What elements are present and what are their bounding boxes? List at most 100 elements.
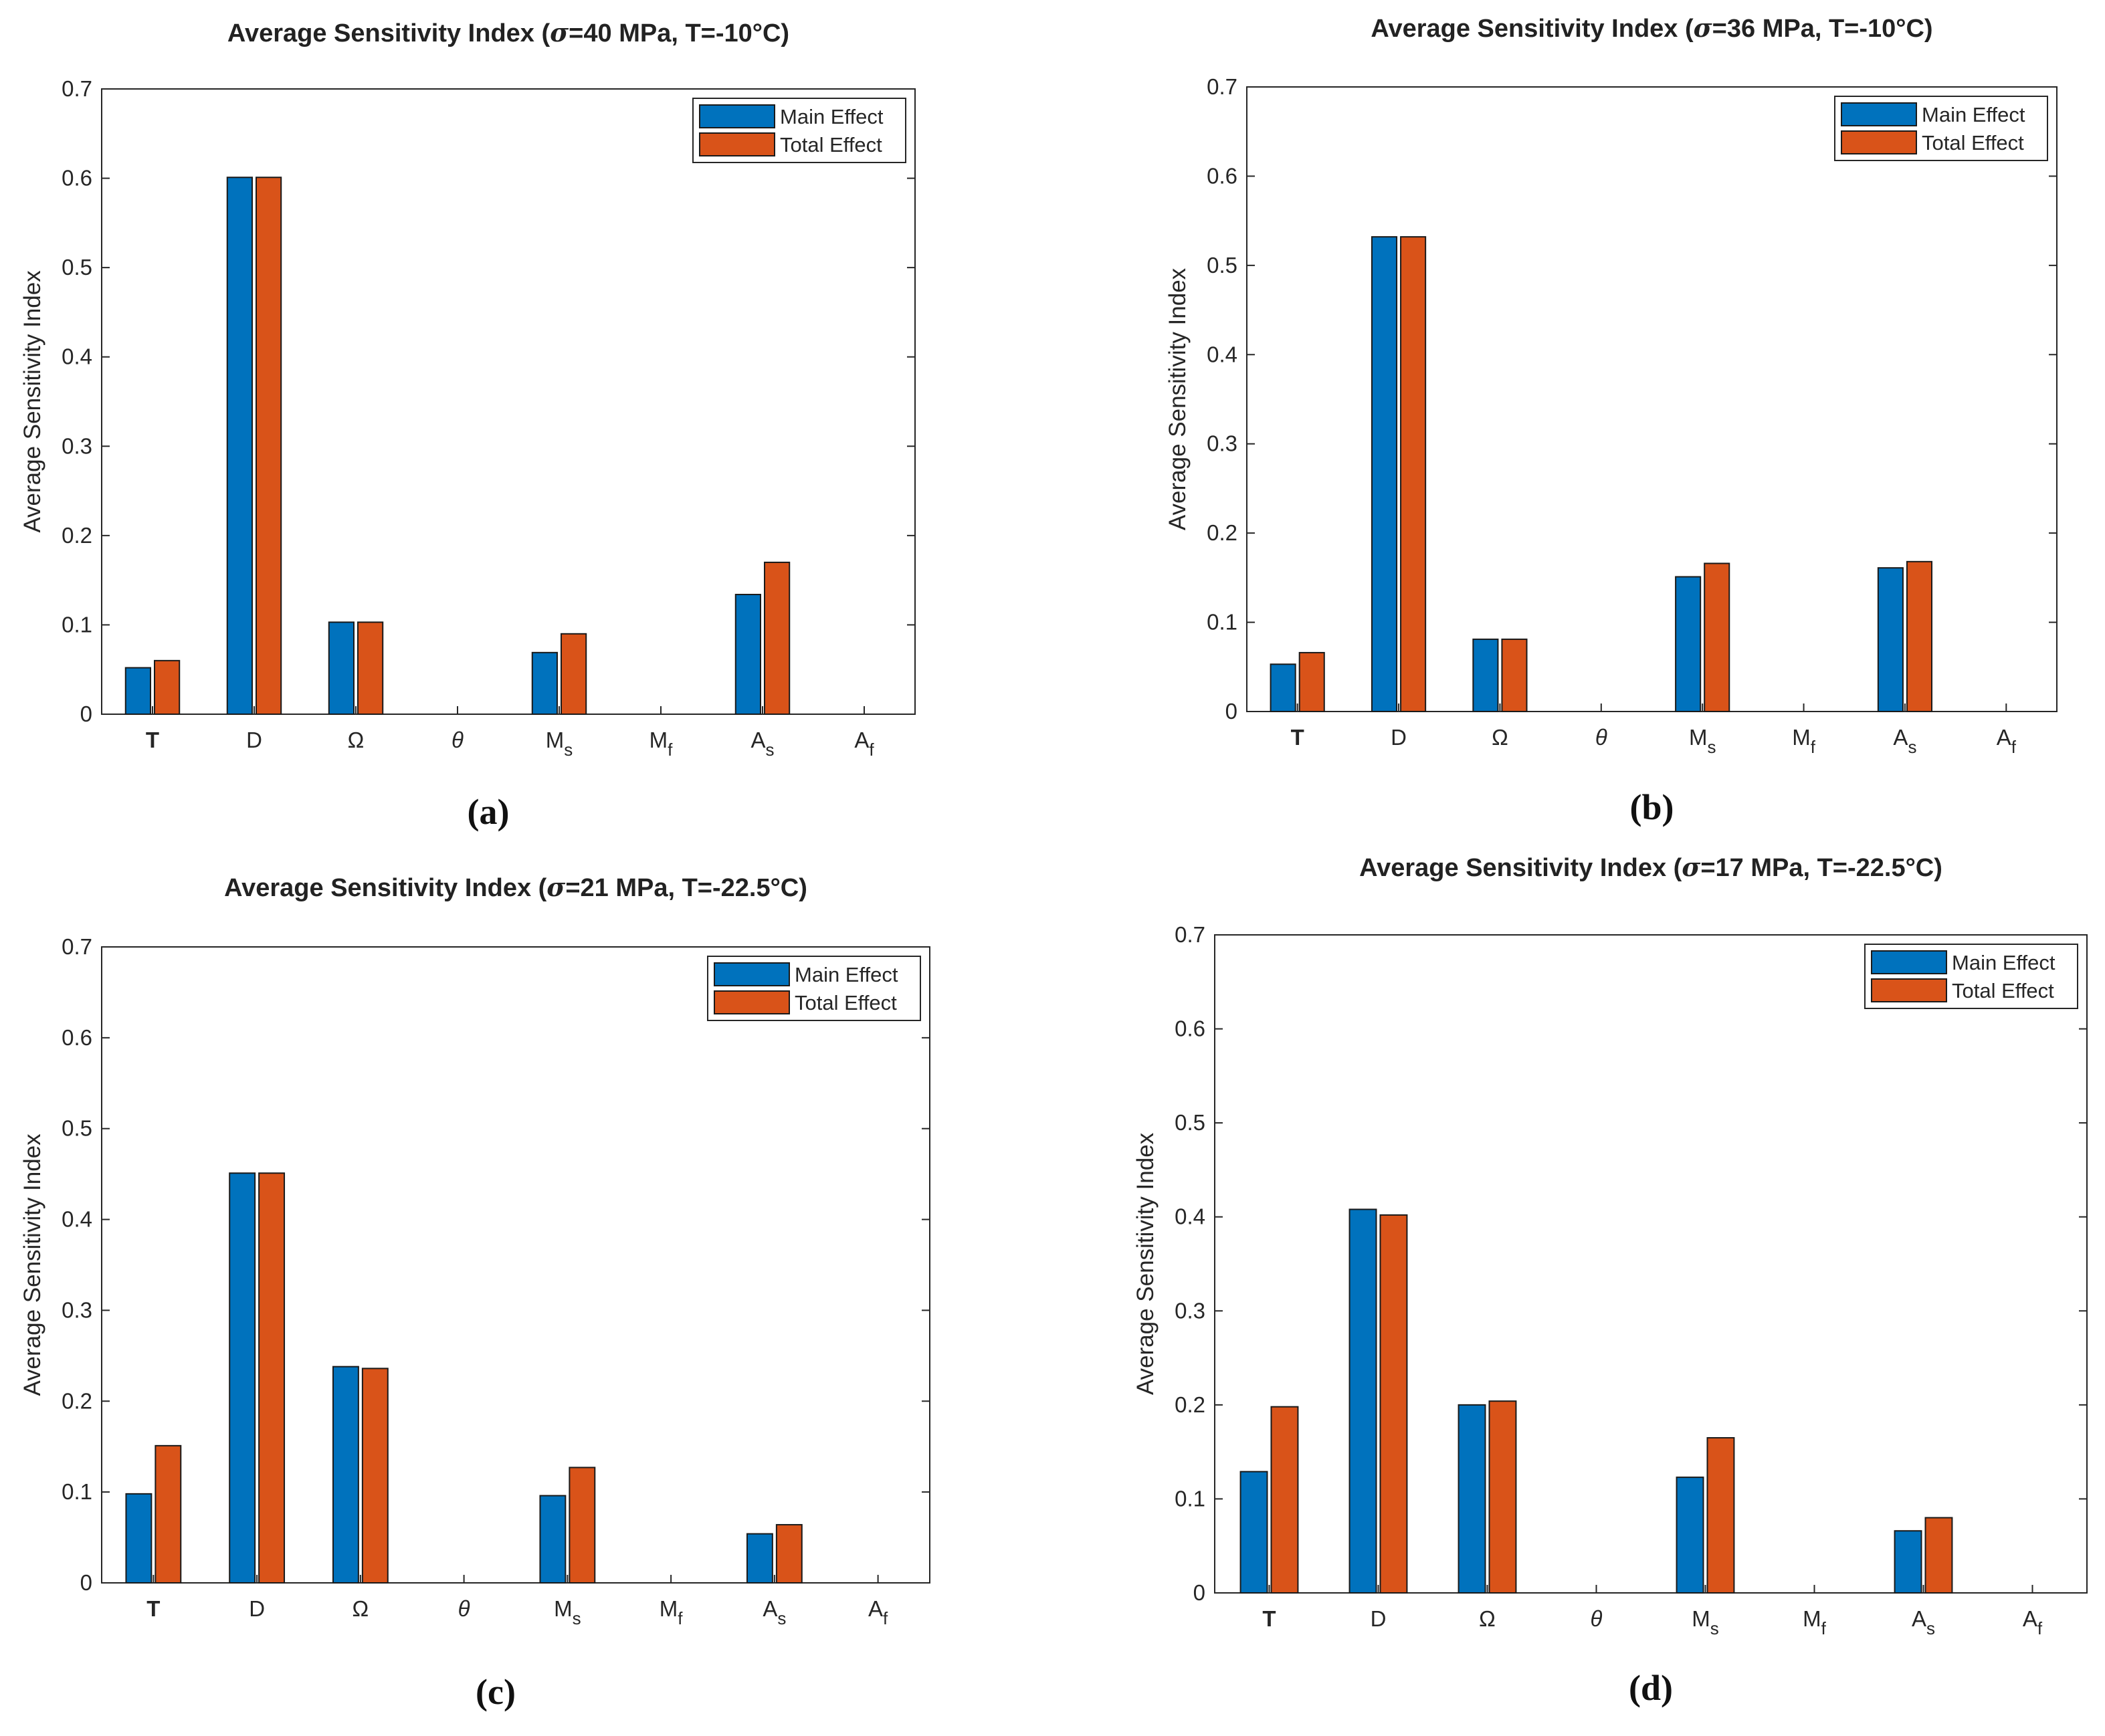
y-tick-label: 0.6 [1175,1016,1205,1041]
x-tick-label: D [1391,725,1407,750]
y-tick-label: 0.2 [1207,520,1237,545]
bar-main-effect-1 [1371,236,1398,713]
x-tick-label: Mf [1803,1606,1827,1638]
legend-swatch-total-effect [1871,978,1947,1002]
bar-total-effect-4 [1704,562,1730,712]
x-tick-label: D [1371,1606,1387,1631]
y-tick-label: 0.7 [62,76,92,101]
y-tick-label: 0.1 [1207,610,1237,635]
panel-label: (a) [468,792,510,832]
plot-area [1246,86,2058,712]
x-tick-label: T [146,1596,160,1621]
legend-label: Main Effect [1922,103,2025,126]
x-tick-label: Ms [1689,725,1716,757]
bar-main-effect-1 [226,177,254,715]
chart-panel-c: Average Sensitivity Index (σ=21 MPa, T=-… [19,872,930,1712]
y-tick-label: 0.5 [62,1116,92,1141]
y-tick-label: 0.1 [1175,1486,1205,1511]
y-tick-label: 0 [80,1570,92,1595]
bar-total-effect-2 [357,621,384,716]
y-tick-label: 0.1 [62,612,92,637]
bar-total-effect-4 [569,1467,596,1584]
bar-main-effect-6 [1894,1530,1922,1594]
y-tick-label: 0.7 [62,934,92,959]
y-axis-label: Average Sensitivity Index [1132,1132,1159,1395]
x-tick-label: Ω [1479,1606,1496,1631]
bar-total-effect-1 [1400,236,1427,713]
y-tick-label: 0.4 [62,344,92,369]
bar-main-effect-2 [1472,638,1499,712]
panel-label: (d) [1629,1668,1673,1708]
x-tick-label: θ [458,1596,470,1621]
legend: Main Effect Total Effect [1834,96,2048,161]
bar-total-effect-6 [1906,560,1933,713]
legend-swatch-total-effect [1841,130,1917,154]
bar-total-effect-2 [1501,638,1528,712]
bar-total-effect-0 [154,659,181,715]
chart-title: Average Sensitivity Index (σ=17 MPa, T=-… [1359,852,1942,882]
y-tick-label: 0.7 [1207,74,1237,99]
y-tick-label: 0 [1193,1580,1205,1605]
x-tick-label: Ω [353,1596,369,1621]
legend: Main Effect Total Effect [692,98,906,163]
y-tick-label: 0.3 [1207,431,1237,456]
y-tick-label: 0.6 [1207,163,1237,188]
panel-label: (b) [1630,787,1674,827]
x-tick-label: Mf [1792,725,1816,757]
chart-panel-d: Average Sensitivity Index (σ=17 MPa, T=-… [1132,852,2088,1708]
bar-main-effect-4 [1676,1477,1704,1594]
x-tick-label: D [249,1596,265,1621]
y-axis-label: Average Sensitivity Index [1165,267,1191,530]
y-tick-label: 0.3 [62,1297,92,1322]
y-tick-label: 0.7 [1175,922,1205,947]
plot-area [1214,934,2088,1594]
bar-main-effect-4 [1675,576,1702,712]
y-tick-label: 0.6 [62,166,92,191]
y-axis-label: Average Sensitivity Index [19,270,45,533]
x-tick-label: Af [2023,1606,2043,1638]
x-tick-label: T [1291,725,1304,750]
y-tick-label: 0.5 [1175,1110,1205,1135]
legend: Main Effect Total Effect [707,956,921,1021]
y-tick-label: 0.4 [62,1207,92,1232]
legend-label: Total Effect [795,991,897,1014]
bar-main-effect-2 [332,1366,359,1584]
bar-main-effect-1 [229,1172,256,1584]
x-tick-label: Ms [546,728,573,760]
y-tick-label: 0.4 [1175,1204,1205,1229]
legend-swatch-main-effect [1841,102,1917,126]
y-tick-label: 0.5 [62,255,92,280]
bar-main-effect-2 [1458,1404,1486,1594]
x-tick-label: θ [1595,725,1607,750]
y-tick-label: 0.2 [62,523,92,548]
x-tick-label: Mf [660,1596,684,1628]
y-tick-label: 0 [80,701,92,726]
y-tick-label: 0.2 [1175,1392,1205,1417]
plot-area [101,946,930,1584]
bar-main-effect-6 [1877,567,1904,712]
x-tick-label: Af [854,728,874,760]
bar-main-effect-2 [328,621,355,716]
bar-main-effect-6 [746,1533,773,1584]
y-tick-label: 0.3 [62,433,92,458]
bar-main-effect-0 [125,1493,153,1584]
y-tick-label: 0.4 [1207,342,1237,366]
y-tick-label: 0.2 [62,1388,92,1413]
y-tick-label: 0.6 [62,1025,92,1050]
x-tick-label: θ [452,728,464,752]
chart-title: Average Sensitivity Index (σ=40 MPa, T=-… [227,17,789,47]
x-tick-label: Af [1997,725,2017,757]
bar-total-effect-0 [1298,651,1325,712]
legend-label: Main Effect [1952,951,2056,974]
legend-swatch-total-effect [714,990,790,1014]
bar-main-effect-4 [539,1495,567,1584]
x-tick-label: Ω [348,728,365,752]
bar-total-effect-6 [775,1524,803,1584]
bar-total-effect-1 [256,177,282,715]
bar-total-effect-1 [258,1172,286,1584]
legend-swatch-total-effect [699,132,775,156]
x-tick-label: As [750,728,774,760]
x-tick-label: D [246,728,262,752]
legend-label: Total Effect [780,133,882,156]
bar-main-effect-0 [1270,663,1296,712]
